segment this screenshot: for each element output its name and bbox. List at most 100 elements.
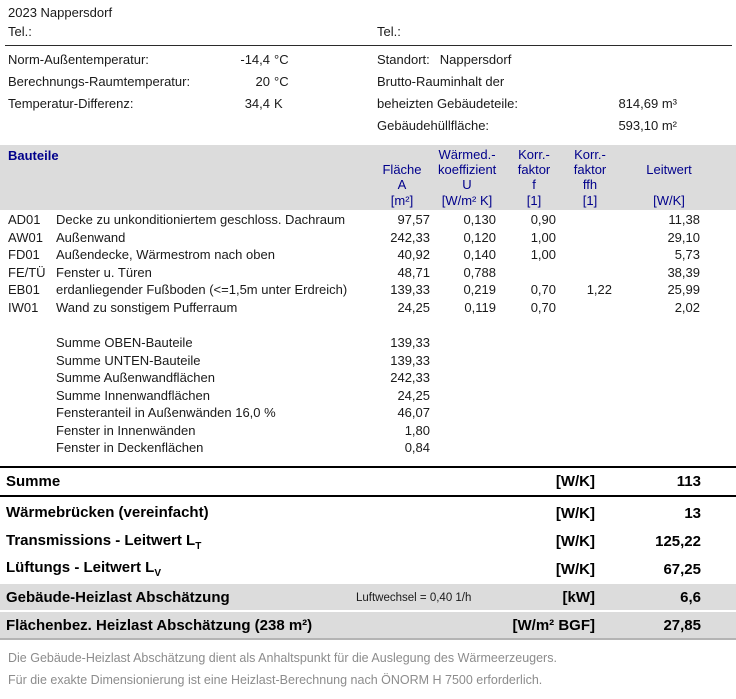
total-row-highlight: Flächenbez. Heizlast Abschätzung (238 m²… — [0, 612, 736, 638]
summary-value: 1,80 — [404, 422, 430, 438]
info-row: beheizten Gebäudeteile: 814,69 m³ — [377, 96, 677, 118]
info-unit: °C — [274, 74, 289, 89]
component-name: Fenster u. Türen — [56, 264, 152, 280]
total-label: Gebäude-Heizlast Abschätzung — [6, 588, 230, 606]
info-value: 20 — [255, 74, 270, 89]
total-unit: [W/K] — [555, 473, 595, 490]
component-leitwert: 2,02 — [674, 299, 700, 315]
component-u: 0,788 — [463, 264, 496, 280]
footnote-line: Für die exakte Dimensionierung ist eine … — [8, 673, 543, 687]
component-ffh — [568, 246, 612, 264]
component-flaeche: 97,57 — [397, 212, 430, 227]
total-label: Lüftungs - Leitwert LV — [6, 559, 161, 580]
summary-name: Fenster in Deckenflächen — [56, 440, 204, 455]
info-row: Temperatur-Differenz: 34,4 K — [8, 96, 308, 118]
total-unit: [W/K] — [555, 560, 595, 578]
component-f: 1,00 — [530, 229, 556, 245]
component-ffh — [568, 211, 612, 229]
info-unit: K — [274, 96, 283, 111]
summary-value: 139,33 — [390, 352, 430, 368]
summary-value: 24,25 — [397, 387, 430, 403]
total-label: Summe — [6, 473, 61, 490]
column-header-ffh: Korr.- faktor ffh [1] — [573, 147, 607, 208]
component-flaeche: 48,71 — [397, 264, 430, 280]
total-row-summe: Summe [W/K] 113 — [0, 468, 736, 495]
flaechenbez-heizlast-row: Flächenbez. Heizlast Abschätzung (238 m²… — [0, 612, 736, 640]
component-code: AD01 — [8, 212, 41, 227]
info-value: -14,4 — [240, 52, 270, 67]
header-divider — [5, 45, 732, 46]
standort-label: Standort: — [377, 52, 430, 67]
component-f: 0,90 — [530, 212, 556, 227]
total-row: Transmissions - Leitwert LT [W/K] 125,22 — [0, 528, 736, 556]
component-name: Außendecke, Wärmestrom nach oben — [56, 247, 275, 262]
total-row: Lüftungs - Leitwert LV [W/K] 67,25 — [0, 555, 736, 583]
info-row: Standort: Nappersdorf — [377, 52, 677, 74]
total-value: 13 — [684, 505, 701, 523]
table-row: AD01 Decke zu unkonditioniertem geschlos… — [0, 211, 736, 229]
info-row: Berechnungs-Raumtemperatur: 20 °C — [8, 74, 308, 96]
summary-name: Fensteranteil in Außenwänden 16,0 % — [56, 405, 276, 420]
summary-name: Summe Innenwandflächen — [56, 387, 210, 403]
table-row: FD01 Außendecke, Wärmestrom nach oben 40… — [0, 246, 736, 264]
info-unit: °C — [274, 52, 289, 67]
component-f: 0,70 — [530, 299, 556, 315]
total-label: Transmissions - Leitwert LT — [6, 531, 202, 552]
component-ffh — [568, 264, 612, 282]
component-name: Decke zu unkonditioniertem geschloss. Da… — [56, 212, 346, 227]
building-info-block: Standort: Nappersdorf Brutto-Rauminhalt … — [377, 52, 677, 140]
component-flaeche: 139,33 — [390, 282, 430, 297]
footnote-line: Die Gebäude-Heizlast Abschätzung dient a… — [8, 651, 557, 665]
component-name: erdanliegender Fußboden (<=1,5m unter Er… — [56, 282, 348, 297]
brutto-label-line2: beheizten Gebäudeteile: — [377, 96, 518, 111]
summary-name: Fenster in Innenwänden — [56, 422, 196, 438]
component-u: 0,120 — [463, 229, 496, 245]
total-row-highlight: Gebäude-Heizlast Abschätzung Luftwechsel… — [0, 584, 736, 610]
total-value: 27,85 — [663, 616, 701, 634]
component-f: 0,70 — [530, 282, 556, 297]
column-header-u: Wärmed.- koeffizient U [W/m² K] — [438, 147, 497, 208]
summary-value: 242,33 — [390, 370, 430, 385]
summe-total-section: Summe [W/K] 113 — [0, 466, 736, 497]
component-f: 1,00 — [530, 247, 556, 262]
component-leitwert: 29,10 — [667, 229, 700, 245]
info-row: Norm-Außentemperatur: -14,4 °C — [8, 52, 308, 74]
footnote-block: Die Gebäude-Heizlast Abschätzung dient a… — [8, 647, 728, 691]
column-header-f: Korr.- faktor f [1] — [517, 147, 551, 208]
component-u: 0,219 — [463, 282, 496, 297]
total-unit: [kW] — [562, 588, 596, 606]
table-row: FE/TÜ Fenster u. Türen 48,71 0,788 38,39 — [0, 264, 736, 282]
summary-name: Summe Außenwandflächen — [56, 370, 215, 385]
component-u: 0,119 — [464, 299, 496, 315]
column-header-leitwert: Leitwert [W/K] — [646, 162, 692, 208]
component-name: Außenwand — [56, 229, 126, 245]
brutto-value: 814,69 m³ — [618, 96, 677, 111]
total-value: 67,25 — [663, 560, 701, 578]
component-code: IW01 — [8, 299, 39, 315]
total-value: 113 — [676, 473, 701, 490]
total-label: Wärmebrücken (vereinfacht) — [6, 503, 209, 521]
huelle-label: Gebäudehüllfläche: — [377, 118, 490, 133]
total-row: Wärmebrücken (vereinfacht) [W/K] 13 — [0, 500, 736, 528]
component-code: FD01 — [8, 247, 40, 262]
component-flaeche: 242,33 — [390, 229, 430, 245]
standort-value: Nappersdorf — [439, 52, 512, 67]
component-name: Wand zu sonstigem Pufferraum — [56, 299, 238, 315]
summary-table-body: Summe OBEN-Bauteile 139,33 Summe UNTEN-B… — [0, 334, 736, 457]
component-code: FE/TÜ — [8, 264, 46, 280]
summary-row: Fensteranteil in Außenwänden 16,0 % 46,0… — [0, 404, 736, 422]
table-row: EB01 erdanliegender Fußboden (<=1,5m unt… — [0, 281, 736, 299]
info-row: Gebäudehüllfläche: 593,10 m² — [377, 118, 677, 140]
component-code: AW01 — [8, 229, 43, 245]
column-header-flaeche: Fläche A [m²] — [382, 162, 422, 208]
summary-row: Summe OBEN-Bauteile 139,33 — [0, 334, 736, 352]
summary-name: Summe OBEN-Bauteile — [56, 335, 193, 350]
component-code: EB01 — [8, 282, 40, 297]
summary-row: Fenster in Deckenflächen 0,84 — [0, 439, 736, 457]
derived-totals-section: Wärmebrücken (vereinfacht) [W/K] 13 Tran… — [0, 500, 736, 583]
page-title: 2023 Nappersdorf — [8, 5, 113, 20]
table-title: Bauteile — [8, 148, 59, 163]
info-value: 34,4 — [244, 96, 270, 111]
component-leitwert: 11,38 — [668, 212, 700, 227]
